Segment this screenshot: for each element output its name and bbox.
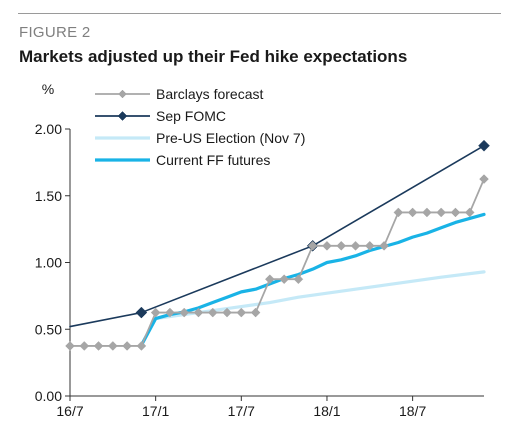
header-rule [18,13,501,14]
data-point [122,341,132,351]
data-point [379,240,389,251]
data-point [478,139,490,152]
x-tick-label: 17/1 [142,403,169,419]
series-layer [65,139,490,351]
legend-item: Current FF futures [95,152,270,168]
data-point [136,341,147,351]
x-tick-label: 18/7 [399,403,426,419]
chart-axes: 0.00 0.50 1.00 1.50 2.00 16/7 17/1 17/7 18/1 18/7 [35,121,484,419]
y-tick-label: 2.00 [35,121,62,137]
data-point [236,307,247,318]
legend-item: Sep FOMC [95,108,226,124]
data-point [307,240,318,251]
data-point [279,274,289,285]
series-line [69,144,485,328]
legend-swatch-marker [118,89,127,99]
x-tick-label: 16/7 [56,403,83,419]
data-point [207,307,218,318]
data-point [179,307,190,318]
chart-legend: Barclays forecast Sep FOMC Pre-US Election… [95,86,305,168]
legend-item: Pre-US Election (Nov 7) [95,130,305,146]
legend-label: Current FF futures [156,152,270,168]
y-tick-label: 0.00 [35,388,62,404]
data-point [464,207,475,218]
series-line [69,178,485,347]
data-point [364,240,375,251]
legend-label: Sep FOMC [156,108,226,124]
data-point [165,307,175,318]
y-axis-label: % [42,81,54,97]
data-point [322,240,332,251]
data-point [150,307,161,318]
chart-title: Markets adjusted up their Fed hike expec… [19,47,408,66]
series-barclays-forecast [65,174,489,351]
data-point [422,207,432,218]
y-tick-label: 1.50 [35,188,62,204]
y-tick-label: 0.50 [35,321,62,337]
legend-swatch-marker [117,111,128,121]
x-tick-label: 17/7 [228,403,255,419]
legend-label: Barclays forecast [156,86,263,102]
data-point [407,207,418,218]
data-point [93,341,104,351]
data-point [79,341,90,351]
data-point [65,341,75,351]
data-point [336,240,347,251]
legend-item: Barclays forecast [95,86,263,102]
data-point [479,174,489,184]
data-point [265,274,275,285]
data-point [135,306,148,319]
x-tick-label: 18/1 [313,403,340,419]
data-point [450,207,461,218]
legend-label: Pre-US Election (Nov 7) [156,130,305,146]
figure-label: FIGURE 2 [19,24,91,41]
data-point [250,307,261,318]
y-tick-label: 1.00 [35,255,62,271]
data-point [436,207,447,218]
data-point [393,207,404,218]
data-point [193,307,204,318]
data-point [222,307,232,318]
data-point [350,240,361,251]
data-point [293,274,304,285]
data-point [107,341,118,351]
